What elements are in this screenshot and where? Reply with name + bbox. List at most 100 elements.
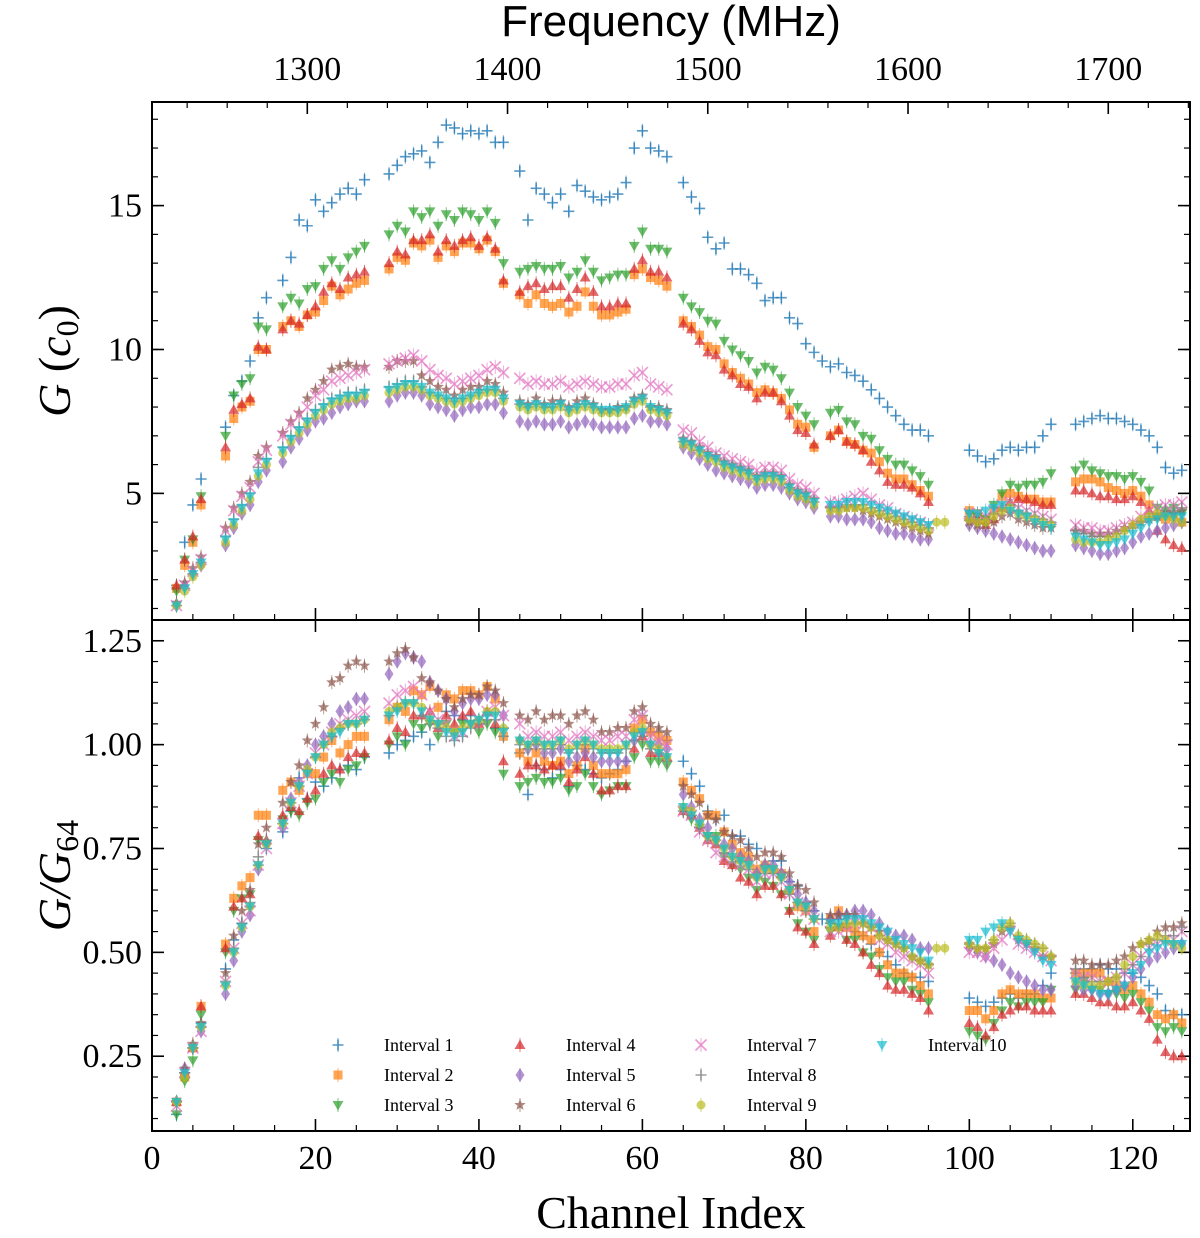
data-point xyxy=(556,414,566,429)
data-point xyxy=(898,460,910,471)
data-point xyxy=(546,403,558,413)
data-point xyxy=(326,769,338,780)
data-point xyxy=(767,846,779,858)
data-point xyxy=(579,769,591,780)
data-point xyxy=(596,405,608,416)
data-point xyxy=(1119,493,1131,504)
data-point xyxy=(874,457,884,467)
data-point xyxy=(792,879,804,891)
data-point xyxy=(465,391,477,402)
data-point xyxy=(318,403,330,413)
data-point xyxy=(612,748,624,759)
data-point xyxy=(989,935,999,945)
data-point xyxy=(785,874,795,889)
data-point xyxy=(971,1031,983,1041)
data-point xyxy=(660,738,673,751)
data-point xyxy=(449,694,459,704)
data-point xyxy=(751,368,763,379)
data-point xyxy=(636,728,648,738)
data-point xyxy=(514,286,526,296)
data-point xyxy=(326,397,338,407)
data-point xyxy=(408,207,420,217)
data-point xyxy=(808,438,820,449)
data-point xyxy=(662,281,672,291)
data-point xyxy=(628,369,641,382)
data-point xyxy=(874,947,884,957)
legend-label: Interval 5 xyxy=(566,1065,635,1085)
data-point xyxy=(775,292,787,304)
data-point xyxy=(857,431,869,442)
data-point xyxy=(546,280,558,291)
legend-item: Interval 4 xyxy=(514,1035,635,1055)
data-point xyxy=(253,810,263,820)
data-point xyxy=(424,388,436,399)
data-point xyxy=(1037,956,1049,967)
data-point xyxy=(677,318,689,328)
data-point xyxy=(1029,480,1041,491)
data-point xyxy=(171,601,183,612)
data-point xyxy=(301,220,313,232)
legend-label: Interval 9 xyxy=(747,1095,816,1115)
data-point xyxy=(456,383,469,395)
data-point xyxy=(318,205,330,217)
data-point xyxy=(809,903,819,918)
data-point xyxy=(538,713,550,725)
data-point xyxy=(792,489,804,499)
data-point xyxy=(588,750,598,765)
data-point xyxy=(1046,993,1056,1003)
data-point xyxy=(359,266,371,276)
data-point xyxy=(399,699,411,709)
legend-label: Interval 3 xyxy=(384,1095,453,1115)
data-point xyxy=(841,367,853,379)
data-point xyxy=(424,228,436,239)
data-point xyxy=(571,283,583,294)
data-point xyxy=(474,400,484,415)
frequency-tick-label: 1700 xyxy=(1074,51,1142,88)
data-point xyxy=(318,778,330,788)
data-point xyxy=(775,395,787,406)
data-point xyxy=(497,274,509,285)
data-point xyxy=(236,398,248,409)
data-point xyxy=(285,434,297,445)
data-point xyxy=(1078,415,1090,427)
data-point xyxy=(988,453,1000,465)
data-point xyxy=(612,188,624,200)
data-point xyxy=(1046,982,1056,997)
top-ylabel-unit: c xyxy=(29,336,80,356)
data-point xyxy=(940,517,950,527)
data-point xyxy=(628,241,640,252)
x-tick-label: 40 xyxy=(462,1140,496,1177)
legend-item: Interval 9 xyxy=(696,1095,816,1115)
data-point xyxy=(432,380,444,392)
data-point xyxy=(318,768,330,778)
data-point xyxy=(1070,485,1082,495)
data-point xyxy=(915,956,925,966)
data-point xyxy=(1110,538,1122,548)
data-point xyxy=(514,165,526,177)
data-point xyxy=(1119,994,1131,1004)
data-point xyxy=(857,444,869,455)
data-point xyxy=(531,748,541,758)
legend-item: Interval 3 xyxy=(332,1095,453,1115)
data-point xyxy=(1176,921,1188,933)
data-point xyxy=(726,463,738,473)
data-point xyxy=(636,740,648,751)
data-point xyxy=(775,474,787,485)
data-point xyxy=(522,264,534,275)
data-point xyxy=(620,177,632,189)
data-point xyxy=(563,405,575,416)
data-point xyxy=(620,780,632,791)
data-point xyxy=(285,798,297,809)
data-point xyxy=(644,377,657,391)
data-point xyxy=(514,782,526,792)
data-point xyxy=(1136,989,1146,999)
data-point xyxy=(1127,418,1139,430)
data-point xyxy=(1095,546,1105,561)
series-interval-10 xyxy=(171,696,1188,1109)
data-point xyxy=(515,1068,525,1082)
data-point xyxy=(922,967,935,980)
data-point xyxy=(1144,953,1154,968)
data-point xyxy=(228,518,240,528)
data-point xyxy=(432,136,444,148)
